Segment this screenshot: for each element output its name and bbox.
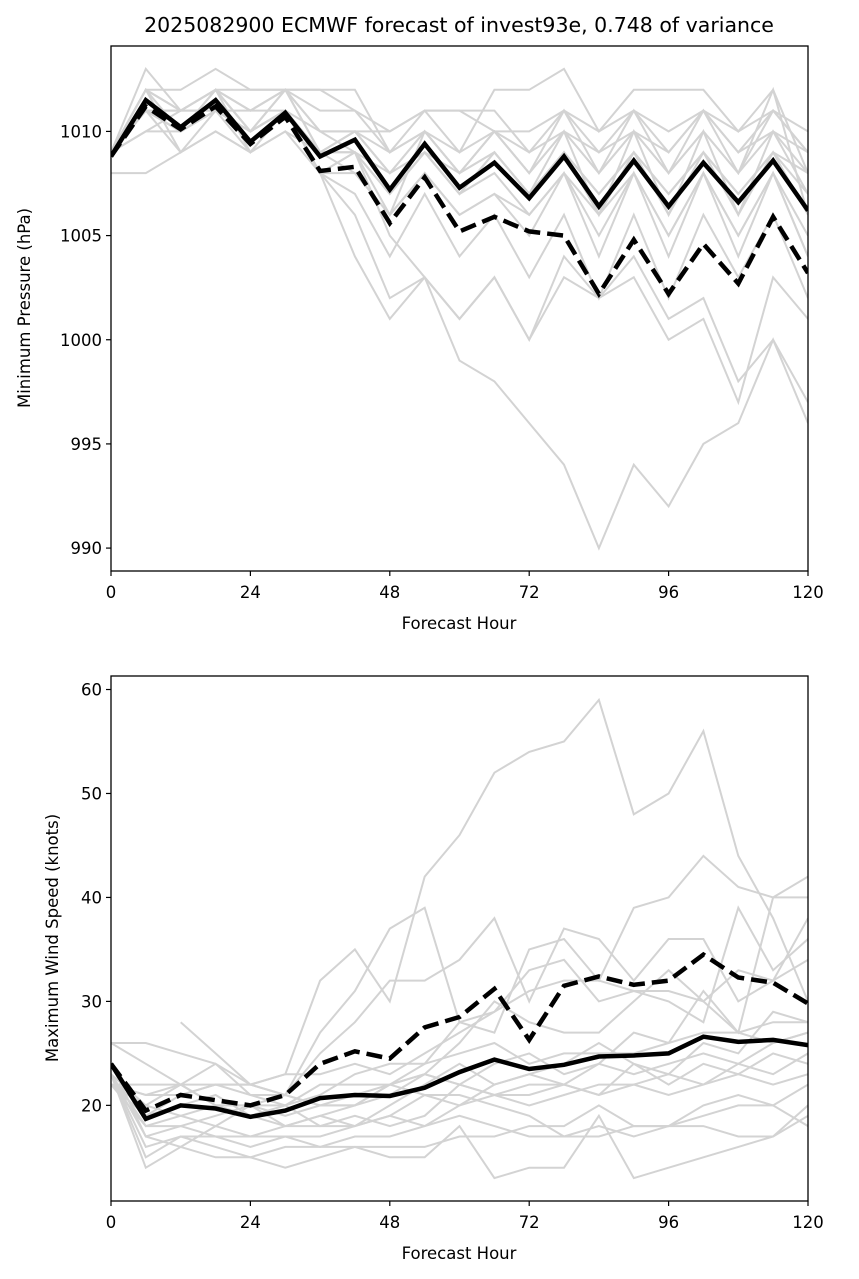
wind-x-tick-label: 120 (792, 1213, 824, 1232)
wind-member-line-9 (111, 1073, 808, 1159)
wind-member-line-2 (111, 854, 808, 1107)
pressure-x-tick-label: 72 (519, 583, 540, 602)
wind-ensemble-mean-line (111, 1034, 808, 1122)
pressure-member-line-9 (111, 67, 808, 174)
wind-member-line-6 (111, 1010, 808, 1128)
pressure-member-line-18 (111, 86, 808, 216)
wind-member-line-8 (111, 1052, 808, 1149)
wind-x-tick-label: 48 (379, 1213, 400, 1232)
pressure-axes-frame (110, 45, 809, 572)
pressure-y-tick-label: 995 (71, 435, 103, 454)
wind-x-ticks: 0 24 48 72 96 120 (106, 1201, 824, 1232)
pressure-x-axis-label: Forecast Hour (402, 614, 517, 633)
wind-member-line-17 (111, 989, 808, 1107)
wind-x-tick-label: 72 (519, 1213, 540, 1232)
pressure-member-line-16 (111, 88, 808, 196)
pressure-x-ticks: 0 24 48 72 96 120 (106, 571, 824, 602)
wind-member-line-14 (111, 1052, 808, 1128)
pressure-x-tick-label: 24 (240, 583, 261, 602)
pressure-weighted-mean-line (111, 103, 808, 299)
pressure-ensemble-mean-line (111, 96, 808, 212)
wind-member-line-5 (180, 896, 808, 1107)
wind-mean-lines (111, 951, 808, 1122)
pressure-y-tick-label: 990 (71, 539, 103, 558)
wind-x-tick-label: 96 (658, 1213, 679, 1232)
wind-y-tick-label: 20 (81, 1096, 102, 1115)
pressure-panel: 990 995 1000 1005 1010 0 24 48 72 96 120 Forecast… (15, 45, 824, 633)
wind-y-tick-label: 40 (81, 888, 102, 907)
wind-axes-frame (110, 675, 809, 1202)
wind-weighted-mean-line (111, 951, 808, 1114)
pressure-y-axis-label: Minimum Pressure (hPa) (15, 208, 34, 408)
pressure-mean-lines (111, 96, 808, 299)
wind-y-tick-label: 30 (81, 992, 102, 1011)
pressure-x-tick-label: 0 (106, 583, 117, 602)
pressure-y-tick-label: 1005 (60, 227, 102, 246)
wind-member-line-4 (111, 905, 808, 1148)
wind-x-tick-label: 24 (240, 1213, 261, 1232)
wind-member-line-10 (111, 1073, 808, 1180)
pressure-x-tick-label: 120 (792, 583, 824, 602)
wind-panel: 20 30 40 50 60 0 24 48 72 96 120 Forecast Hour Ma… (43, 675, 824, 1263)
pressure-x-tick-label: 96 (658, 583, 679, 602)
wind-x-tick-label: 0 (106, 1213, 117, 1232)
pressure-y-tick-label: 1000 (60, 331, 102, 350)
wind-y-tick-label: 60 (81, 681, 102, 700)
wind-y-axis-label: Maximum Wind Speed (knots) (43, 814, 62, 1062)
pressure-x-tick-label: 48 (379, 583, 400, 602)
wind-member-line-16 (111, 958, 808, 1086)
pressure-member-line-7 (111, 87, 808, 406)
pressure-member-lines (111, 66, 808, 551)
pressure-y-tick-label: 1010 (60, 122, 102, 141)
wind-member-line-13 (111, 1021, 808, 1107)
wind-y-tick-label: 50 (81, 784, 102, 803)
pressure-y-ticks: 990 995 1000 1005 1010 (60, 122, 111, 558)
wind-y-ticks: 20 30 40 50 60 (81, 681, 111, 1115)
wind-x-axis-label: Forecast Hour (402, 1244, 517, 1263)
wind-member-line-15 (111, 1083, 808, 1138)
chart-title: 2025082900 ECMWF forecast of invest93e, … (144, 13, 774, 37)
wind-member-line-1 (111, 697, 808, 1086)
